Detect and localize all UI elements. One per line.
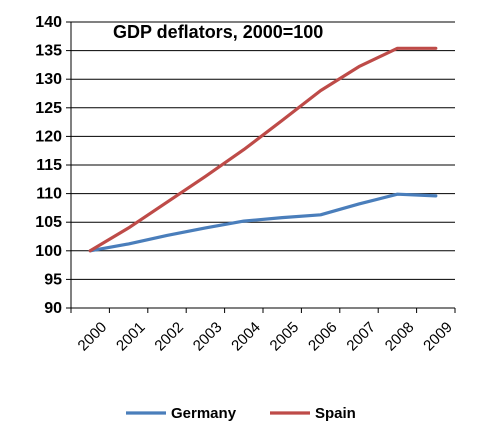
y-tick-label: 115 xyxy=(36,157,62,174)
chart-title: GDP deflators, 2000=100 xyxy=(113,22,323,42)
y-tick-label: 95 xyxy=(44,271,62,288)
x-tick-label: 2004 xyxy=(228,319,264,355)
legend-label-germany: Germany xyxy=(171,405,237,422)
series-line-germany xyxy=(88,192,438,253)
x-tick-label: 2009 xyxy=(420,319,456,355)
legend: Germany Spain xyxy=(126,405,356,422)
x-tick-label: 2001 xyxy=(113,319,149,355)
x-tick-label: 2005 xyxy=(267,319,303,355)
legend-label-spain: Spain xyxy=(315,405,356,422)
y-axis-ticks: 90 95 100 105 110 115 120 125 130 135 140 xyxy=(35,14,71,317)
y-tick-label: 90 xyxy=(44,300,62,317)
series-layer xyxy=(88,46,438,253)
x-tick-label: 2002 xyxy=(151,319,187,355)
gridlines xyxy=(71,21,455,309)
x-tick-label: 2008 xyxy=(382,319,418,355)
y-tick-label: 125 xyxy=(35,100,62,117)
x-tick-label: 2003 xyxy=(190,319,226,355)
y-tick-label: 130 xyxy=(35,71,62,88)
y-tick-label: 110 xyxy=(36,186,62,203)
series-line-spain xyxy=(88,46,438,253)
y-tick-label: 120 xyxy=(35,128,62,145)
y-tick-label: 100 xyxy=(35,243,62,260)
y-tick-label: 105 xyxy=(35,214,62,231)
y-tick-label: 140 xyxy=(35,14,62,31)
x-axis: 2000 2001 2002 2003 2004 2005 2006 2007 2008 2009 xyxy=(70,22,456,355)
x-tick-label: 2006 xyxy=(305,319,341,355)
x-tick-label: 2000 xyxy=(75,319,111,355)
x-tick-label: 2007 xyxy=(343,319,379,355)
y-tick-label: 135 xyxy=(35,43,62,60)
